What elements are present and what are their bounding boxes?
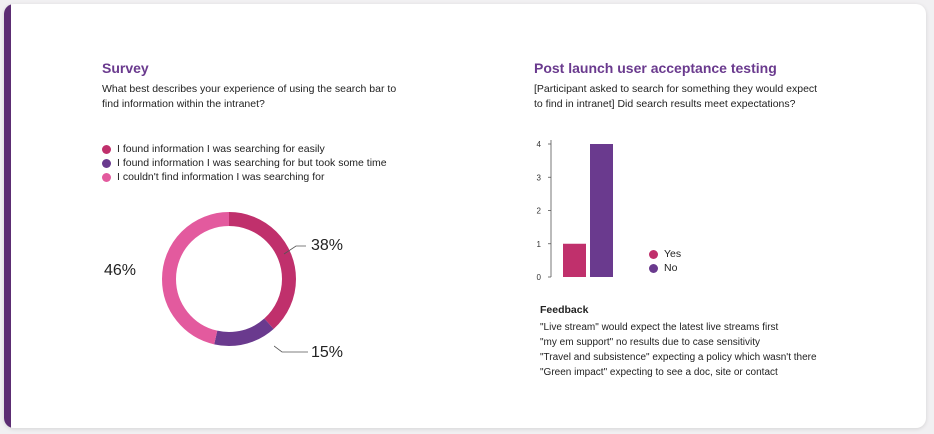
uat-legend: Yes No [649, 247, 681, 275]
survey-legend-item: I found information I was searching for … [102, 142, 387, 156]
y-tick-label: 4 [537, 140, 542, 149]
legend-dot [649, 249, 658, 259]
survey-question-line1: What best describes your experience of u… [102, 83, 397, 95]
survey-question-line2: find information within the intranet? [102, 98, 265, 110]
bar-yes [563, 243, 586, 277]
survey-legend-item: I couldn't find information I was search… [102, 170, 387, 184]
feedback-item: "Green impact" expecting to see a doc, s… [540, 367, 778, 378]
pct-label-38: 38% [311, 237, 344, 254]
bar-no [590, 144, 613, 277]
uat-legend-item: Yes [649, 247, 681, 261]
feedback-title: Feedback [540, 304, 589, 316]
uat-title: Post launch user acceptance testing [534, 60, 777, 76]
donut-leaders [274, 245, 308, 353]
legend-dot [102, 158, 111, 168]
accent-bar [4, 4, 11, 428]
legend-label: Yes [664, 247, 682, 260]
legend-label: I couldn't find information I was search… [117, 170, 325, 183]
feedback-item: "Travel and subsistence" expecting a pol… [540, 352, 817, 363]
legend-dot [102, 144, 111, 154]
feedback-item: "my em support" no results due to case s… [540, 337, 760, 348]
survey-title: Survey [102, 60, 149, 76]
pct-label-46: 46% [104, 262, 137, 279]
legend-dot [102, 172, 111, 182]
feedback-item: "Live stream" would expect the latest li… [540, 322, 779, 333]
uat-question: [Participant asked to search for somethi… [534, 82, 817, 112]
y-tick-label: 2 [537, 207, 542, 216]
y-tick-label: 1 [537, 240, 542, 249]
feedback-list: "Live stream" would expect the latest li… [540, 320, 817, 380]
legend-label: No [664, 261, 678, 274]
y-tick-label: 3 [537, 173, 542, 182]
leader-line-15 [274, 345, 308, 353]
bar-chart: 0 1 2 3 4 [537, 140, 613, 282]
survey-legend-item: I found information I was searching for … [102, 156, 387, 170]
legend-label: I found information I was searching for … [117, 156, 387, 169]
donut-slice [162, 212, 296, 346]
legend-dot [649, 263, 658, 273]
uat-legend-item: No [649, 261, 681, 275]
leader-line-38 [283, 245, 306, 255]
survey-legend: I found information I was searching for … [102, 142, 387, 184]
donut-chart [162, 212, 296, 346]
survey-question: What best describes your experience of u… [102, 82, 396, 112]
report-card: Survey What best describes your experien… [4, 4, 926, 428]
uat-question-line2: to find in intranet] Did search results … [534, 98, 796, 110]
pct-label-15: 15% [311, 344, 344, 361]
legend-label: I found information I was searching for … [117, 142, 325, 155]
uat-question-line1: [Participant asked to search for somethi… [534, 83, 818, 95]
y-tick-label: 0 [537, 273, 542, 282]
donut-slice [162, 212, 296, 346]
